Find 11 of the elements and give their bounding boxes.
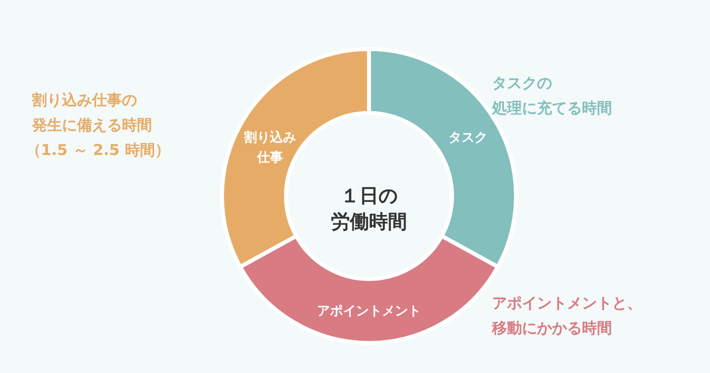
text: アポイントメントと、 <box>492 294 642 312</box>
text: 発生に備える時間 <box>31 116 152 134</box>
text: １日の労働時間 <box>331 185 407 233</box>
text: タスクの <box>492 74 552 92</box>
text: （1.5 ～ 2.5 時間） <box>26 141 170 159</box>
text: 処理に充てる時間 <box>491 99 612 117</box>
slice-label: アポイントメント <box>317 304 421 319</box>
text: 移動にかかる時間 <box>491 319 612 337</box>
text: 割り込み仕事の <box>31 91 137 109</box>
slice-label: タスク <box>448 130 488 146</box>
slice-label: 割り込み仕事 <box>243 129 296 166</box>
